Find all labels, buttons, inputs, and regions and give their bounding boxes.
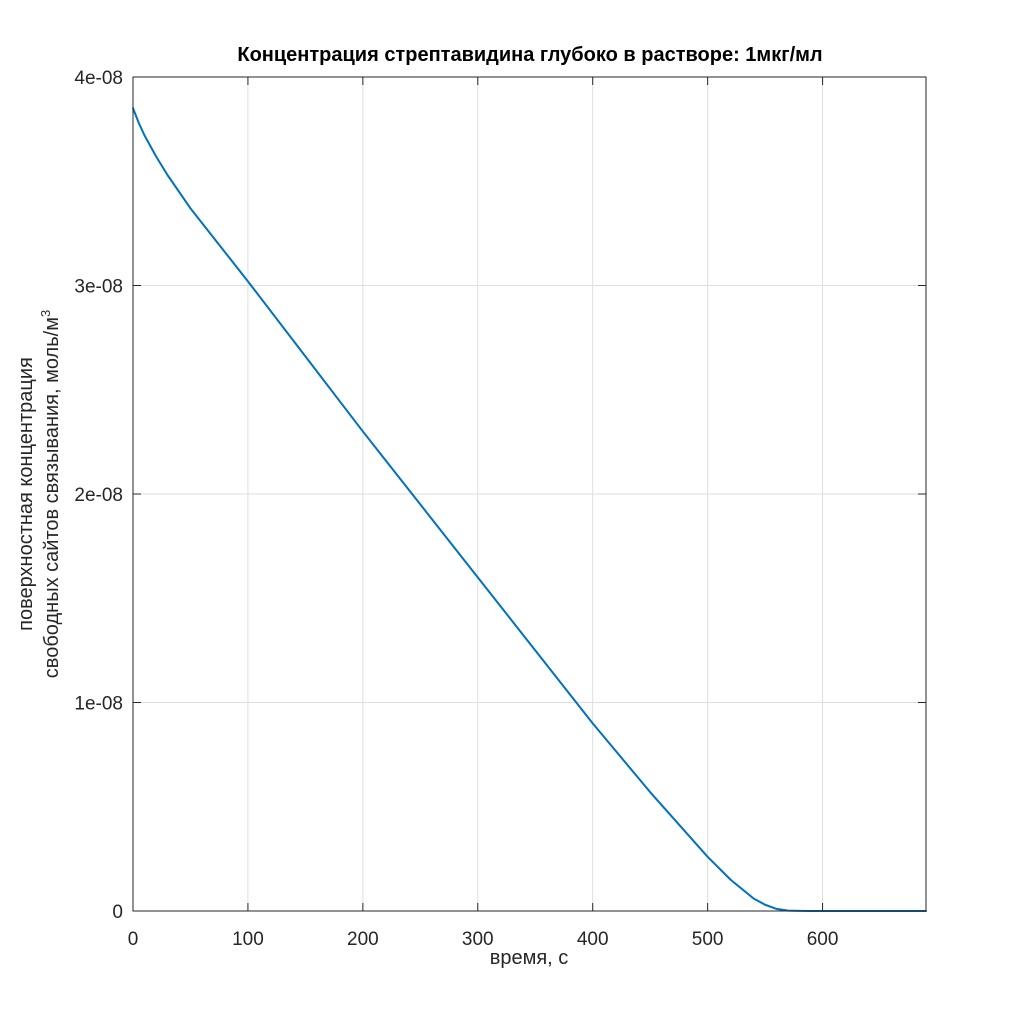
x-tick-label: 100 <box>232 929 264 950</box>
y-tick-label: 0 <box>112 902 123 923</box>
x-tick-label: 0 <box>128 929 139 950</box>
y-axis-label: поверхностная концентрация свободных сай… <box>15 310 63 678</box>
y-axis-label-superscript: 3 <box>38 310 53 317</box>
x-tick-label: 200 <box>347 929 379 950</box>
x-tick-label: 300 <box>462 929 494 950</box>
y-axis-label-line2: свободных сайтов связывания, моль/м3 <box>38 310 63 678</box>
x-tick-label: 500 <box>692 929 724 950</box>
y-axis-label-line1: поверхностная концентрация <box>15 357 37 631</box>
y-tick-label: 3e-08 <box>74 277 123 298</box>
y-tick-label: 2e-08 <box>74 485 123 506</box>
y-tick-label: 1e-08 <box>74 694 123 715</box>
chart-title: Концентрация стрептавидина глубоко в рас… <box>237 44 822 66</box>
x-tick-label: 600 <box>807 929 839 950</box>
ticks: 0 100 200 300 400 500 600 0 1e-08 2e-08 3e-08 4e-08 <box>74 68 926 950</box>
x-axis-label: время, с <box>490 947 569 969</box>
y-axis-label-unit: свободных сайтов связывания, моль/м <box>41 317 63 678</box>
x-tick-label: 400 <box>577 929 609 950</box>
y-tick-label: 4e-08 <box>74 68 123 89</box>
